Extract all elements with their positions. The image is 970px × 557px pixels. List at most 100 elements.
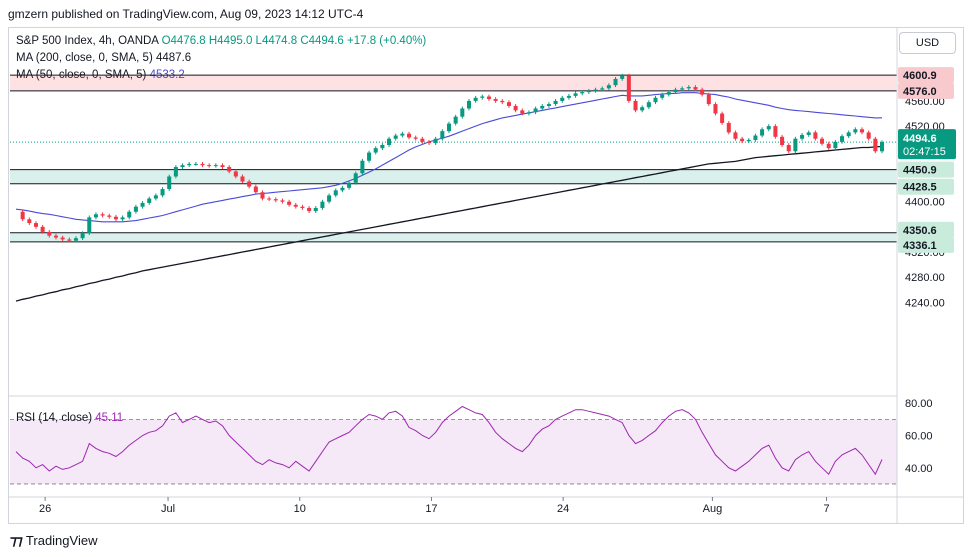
ma200-value: 4487.6 bbox=[155, 52, 192, 64]
candle-body bbox=[840, 136, 845, 142]
candle-body bbox=[407, 133, 412, 138]
candle-body bbox=[80, 233, 85, 239]
candle-body bbox=[380, 145, 385, 149]
price-tick-label: 4400.00 bbox=[905, 197, 945, 209]
time-tick-label: 7 bbox=[823, 503, 829, 515]
footer-brand[interactable]: ⁊⁊ TradingView bbox=[10, 532, 97, 549]
candle-body bbox=[307, 207, 312, 212]
candle-body bbox=[846, 132, 851, 137]
candle-body bbox=[347, 182, 352, 188]
rsi-legend[interactable]: RSI (14, close) 45.11 bbox=[16, 412, 123, 424]
candle-body bbox=[666, 92, 671, 95]
candle-body bbox=[187, 163, 192, 166]
candle-body bbox=[460, 108, 465, 117]
time-tick-label: 24 bbox=[557, 503, 569, 515]
candle-body bbox=[873, 138, 878, 152]
candle-body bbox=[327, 195, 332, 202]
candle-body bbox=[800, 134, 805, 139]
candle-body bbox=[140, 202, 145, 207]
zone-price-tag-bg bbox=[898, 82, 954, 99]
zone-price-tag: 4450.9 bbox=[903, 165, 937, 177]
candle-body bbox=[373, 148, 378, 153]
candle-body bbox=[853, 129, 858, 133]
zone-band-1 bbox=[10, 169, 896, 184]
candle-body bbox=[640, 107, 645, 111]
candle-body bbox=[833, 141, 838, 149]
candle-body bbox=[653, 97, 658, 103]
candle-body bbox=[806, 132, 811, 135]
candle-body bbox=[120, 217, 125, 220]
candle-body bbox=[593, 89, 598, 91]
candle-body bbox=[60, 237, 65, 240]
candle-body bbox=[360, 160, 365, 174]
candle-body bbox=[620, 75, 625, 79]
candle-body bbox=[693, 87, 698, 90]
rsi-line bbox=[15, 405, 883, 476]
candle-body bbox=[546, 104, 551, 106]
candle-body bbox=[766, 126, 771, 130]
candle-body bbox=[53, 235, 58, 238]
candle-body bbox=[93, 214, 98, 218]
candle-body bbox=[147, 198, 152, 203]
publisher-line: gmzern published on TradingView.com, Aug… bbox=[8, 7, 364, 21]
candle-body bbox=[500, 100, 505, 103]
candle-body bbox=[673, 89, 678, 93]
candle-body bbox=[726, 122, 731, 133]
candle-body bbox=[706, 94, 711, 105]
candle-body bbox=[300, 206, 305, 208]
candle-body bbox=[233, 171, 238, 177]
last-price-tag: 4494.6 bbox=[903, 133, 937, 145]
candle-body bbox=[633, 100, 638, 111]
candle-body bbox=[267, 198, 272, 200]
candle-body bbox=[813, 132, 818, 139]
candle-body bbox=[533, 108, 538, 113]
rsi-band bbox=[10, 419, 897, 484]
price-tick-label: 4280.00 bbox=[905, 272, 945, 284]
candle-body bbox=[340, 187, 345, 191]
candle-body bbox=[713, 104, 718, 114]
candle-body bbox=[400, 133, 405, 136]
rsi-tick-label: 60.00 bbox=[905, 431, 933, 443]
symbol-name[interactable]: S&P 500 Index, 4h, OANDA bbox=[16, 35, 159, 47]
candle-body bbox=[753, 135, 758, 140]
candle-body bbox=[287, 201, 292, 205]
candle-body bbox=[553, 100, 558, 105]
zone-price-tag: 4576.0 bbox=[903, 86, 937, 98]
candle-body bbox=[660, 94, 665, 98]
candle-body bbox=[613, 78, 618, 86]
brand-name: TradingView bbox=[25, 533, 98, 548]
candle-body bbox=[260, 192, 265, 199]
time-tick-label: 17 bbox=[425, 503, 437, 515]
candle-body bbox=[47, 231, 52, 236]
zone-price-tag: 4600.9 bbox=[903, 70, 937, 82]
candle-body bbox=[227, 167, 232, 172]
candle-body bbox=[573, 93, 578, 96]
candle-body bbox=[273, 199, 278, 201]
currency-button[interactable]: USD bbox=[899, 32, 956, 54]
last-price-tag-bg bbox=[898, 129, 956, 160]
candle-body bbox=[566, 95, 571, 98]
candle-body bbox=[580, 92, 585, 94]
candle-body bbox=[153, 195, 158, 199]
ma200-legend[interactable]: MA (200, close, 0, SMA, 5) 4487.6 bbox=[16, 52, 191, 64]
symbol-legend: S&P 500 Index, 4h, OANDA O4476.8 H4495.0… bbox=[16, 35, 426, 47]
candle-body bbox=[446, 123, 452, 132]
zone-price-tag-bg bbox=[898, 67, 954, 84]
candle-body bbox=[433, 138, 438, 144]
candle-body bbox=[67, 239, 72, 241]
candle-body bbox=[220, 165, 225, 168]
candle-body bbox=[207, 165, 212, 167]
candle-body bbox=[253, 186, 258, 193]
candle-body bbox=[879, 142, 885, 152]
candle-body bbox=[826, 143, 831, 149]
time-tick-label: Jul bbox=[161, 503, 175, 515]
zone-price-tag-bg bbox=[898, 221, 954, 238]
candle-body bbox=[247, 181, 252, 187]
candle-body bbox=[167, 176, 172, 190]
candle-body bbox=[160, 189, 165, 196]
candle-body bbox=[746, 139, 751, 142]
candle-body bbox=[733, 132, 738, 139]
candle-body bbox=[333, 190, 338, 196]
candle-body bbox=[173, 167, 178, 177]
